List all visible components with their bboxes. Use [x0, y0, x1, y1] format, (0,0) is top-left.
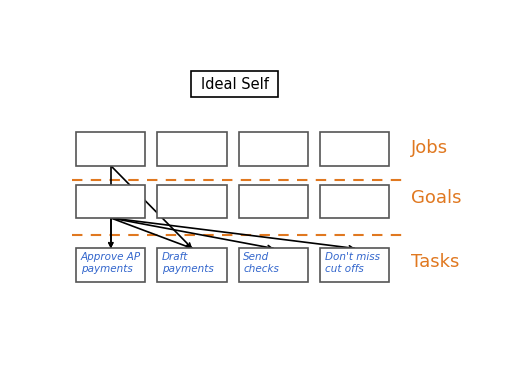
FancyBboxPatch shape — [320, 185, 390, 218]
FancyBboxPatch shape — [239, 185, 308, 218]
FancyBboxPatch shape — [157, 248, 227, 282]
FancyBboxPatch shape — [157, 132, 227, 166]
Text: Draft
payments: Draft payments — [162, 252, 214, 274]
Text: Don't miss
cut offs: Don't miss cut offs — [325, 252, 380, 274]
FancyBboxPatch shape — [239, 132, 308, 166]
Text: Send
checks: Send checks — [243, 252, 279, 274]
FancyBboxPatch shape — [76, 248, 145, 282]
FancyBboxPatch shape — [239, 248, 308, 282]
Text: Approve AP
payments: Approve AP payments — [81, 252, 141, 274]
FancyBboxPatch shape — [320, 132, 390, 166]
FancyBboxPatch shape — [76, 132, 145, 166]
Text: Goals: Goals — [411, 188, 462, 207]
Text: Ideal Self: Ideal Self — [201, 77, 269, 92]
Text: Jobs: Jobs — [411, 139, 449, 157]
FancyBboxPatch shape — [191, 71, 279, 98]
FancyBboxPatch shape — [320, 248, 390, 282]
Text: Tasks: Tasks — [411, 253, 460, 271]
FancyBboxPatch shape — [76, 185, 145, 218]
FancyBboxPatch shape — [157, 185, 227, 218]
